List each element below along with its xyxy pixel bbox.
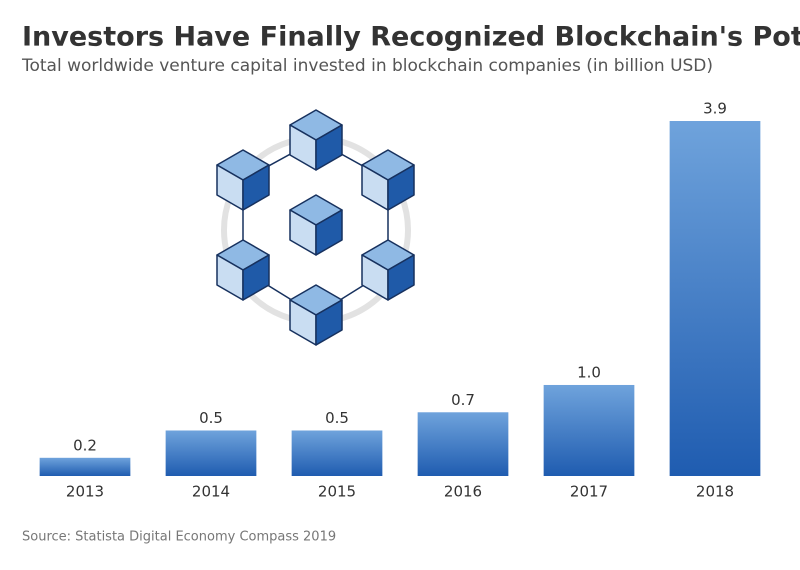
data-label: 1.0 [577, 363, 601, 381]
x-tick-label: 2016 [444, 483, 482, 501]
data-label: 0.5 [325, 409, 349, 427]
data-label: 0.5 [199, 409, 223, 427]
bar [669, 121, 761, 476]
blockchain-illustration [216, 109, 415, 346]
bar [165, 430, 257, 476]
x-tick-label: 2018 [696, 483, 734, 501]
bar [291, 430, 383, 476]
data-label: 3.9 [703, 100, 727, 118]
chart-title: Investors Have Finally Recognized Blockc… [22, 22, 800, 53]
x-tick-label: 2017 [570, 483, 608, 501]
data-label: 0.2 [73, 436, 97, 454]
chart-subtitle: Total worldwide venture capital invested… [21, 56, 713, 76]
x-tick-label: 2013 [66, 483, 104, 501]
x-tick-label: 2014 [192, 483, 230, 501]
bar [417, 412, 509, 476]
bar [39, 457, 131, 476]
data-label: 0.7 [451, 391, 475, 409]
bar [543, 384, 635, 476]
source-note: Source: Statista Digital Economy Compass… [22, 530, 336, 545]
x-tick-label: 2015 [318, 483, 356, 501]
